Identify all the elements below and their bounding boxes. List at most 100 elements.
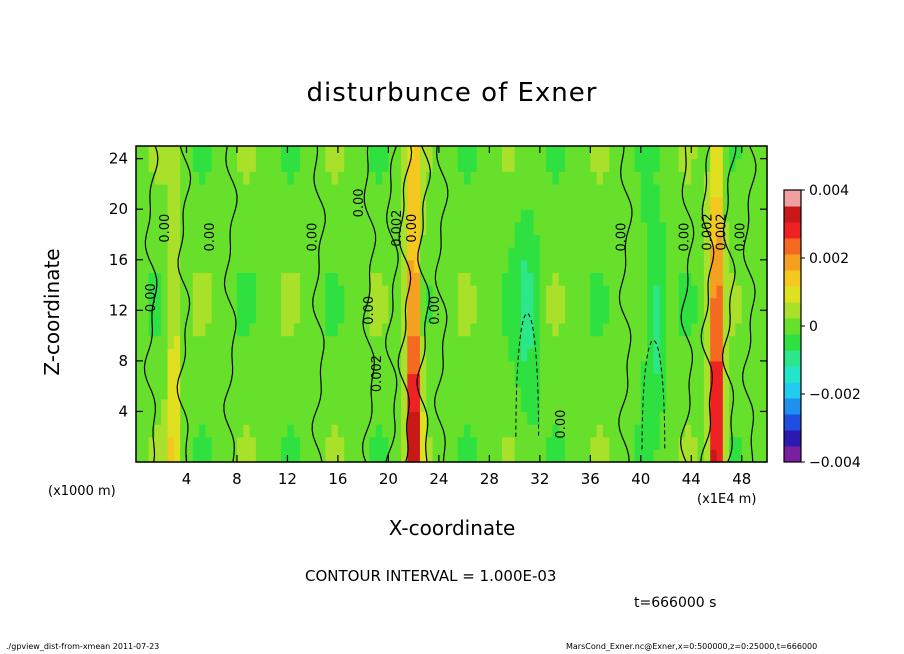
heatmap-cell <box>230 209 238 223</box>
heatmap-cell <box>236 310 244 324</box>
heatmap-cell <box>154 424 162 438</box>
heatmap-cell <box>653 360 661 375</box>
heatmap-cell <box>571 146 579 160</box>
heatmap-cell <box>666 373 673 387</box>
heatmap-cell <box>205 322 213 337</box>
heatmap-cell <box>230 424 238 438</box>
heatmap-cell <box>375 285 383 299</box>
heatmap-cell <box>401 310 408 324</box>
heatmap-cell <box>281 411 289 425</box>
heatmap-cell <box>407 158 415 172</box>
heatmap-cell <box>621 158 629 172</box>
heatmap-cell <box>394 348 402 362</box>
heatmap-cell <box>659 360 667 375</box>
heatmap-cell <box>684 297 692 311</box>
heatmap-cell <box>666 386 673 400</box>
heatmap-cell <box>760 171 768 185</box>
heatmap-cell <box>199 411 207 425</box>
heatmap-cell <box>344 449 352 463</box>
heatmap-cell <box>527 285 535 299</box>
heatmap-cell <box>703 373 711 387</box>
heatmap-cell <box>230 398 238 413</box>
heatmap-cell <box>136 247 143 261</box>
heatmap-cell <box>445 386 453 400</box>
heatmap-cell <box>501 221 509 236</box>
heatmap-cell <box>552 285 560 299</box>
heatmap-cell <box>659 373 667 387</box>
heatmap-cell <box>186 171 194 185</box>
heatmap-cell <box>558 221 566 236</box>
heatmap-cell <box>539 386 547 400</box>
heatmap-cell <box>205 335 213 349</box>
heatmap-cell <box>716 247 724 261</box>
heatmap-cell <box>621 171 629 185</box>
heatmap-cell <box>678 424 686 438</box>
heatmap-cell <box>590 146 598 160</box>
heatmap-cell <box>344 436 352 450</box>
heatmap-cell <box>476 436 484 450</box>
heatmap-cell <box>590 285 598 299</box>
heatmap-cell <box>628 398 636 413</box>
heatmap-cell <box>565 386 572 400</box>
heatmap-cell <box>243 209 251 223</box>
heatmap-cell <box>249 259 257 273</box>
heatmap-cell <box>703 285 711 299</box>
heatmap-cell <box>274 209 282 223</box>
heatmap-cell <box>710 297 718 311</box>
heatmap-cell <box>470 335 478 349</box>
heatmap-cell <box>363 196 371 210</box>
heatmap-cell <box>552 449 560 463</box>
heatmap-cell <box>161 259 169 273</box>
heatmap-cell <box>457 209 465 223</box>
heatmap-cell <box>539 272 547 286</box>
heatmap-cell <box>180 348 188 362</box>
heatmap-cell <box>489 335 497 349</box>
heatmap-cell <box>451 146 459 160</box>
heatmap-cell <box>161 360 169 375</box>
heatmap-cell <box>312 449 320 463</box>
heatmap-cell <box>293 234 301 248</box>
heatmap-cell <box>703 209 711 223</box>
heatmap-cell <box>211 310 219 324</box>
heatmap-cell <box>344 360 352 375</box>
heatmap-cell <box>136 373 143 387</box>
heatmap-cell <box>565 285 572 299</box>
heatmap-cell <box>180 285 188 299</box>
colorbar-swatch <box>784 446 801 463</box>
heatmap-cell <box>678 373 686 387</box>
heatmap-cell <box>571 373 579 387</box>
heatmap-cell <box>205 171 213 185</box>
heatmap-cell <box>230 411 238 425</box>
heatmap-cell <box>539 196 547 210</box>
heatmap-cell <box>154 272 162 286</box>
heatmap-cell <box>318 360 326 375</box>
heatmap-cell <box>590 436 598 450</box>
heatmap-cell <box>691 196 699 210</box>
heatmap-cell <box>413 348 421 362</box>
heatmap-cell <box>558 196 566 210</box>
heatmap-cell <box>634 196 642 210</box>
heatmap-cell <box>533 221 541 236</box>
heatmap-cell <box>577 209 585 223</box>
heatmap-cell <box>546 360 554 375</box>
heatmap-cell <box>236 247 244 261</box>
heatmap-cell <box>306 171 314 185</box>
heatmap-cell <box>375 234 383 248</box>
heatmap-cell <box>224 449 232 463</box>
x-tick-label: 4 <box>182 470 192 488</box>
heatmap-cell <box>678 259 686 273</box>
heatmap-cell <box>666 209 673 223</box>
heatmap-cell <box>501 209 509 223</box>
heatmap-cell <box>375 158 383 172</box>
heatmap-cell <box>249 449 257 463</box>
heatmap-cell <box>369 209 377 223</box>
heatmap-cell <box>457 322 465 337</box>
heatmap-cell <box>470 171 478 185</box>
heatmap-cell <box>211 196 219 210</box>
heatmap-cell <box>293 272 301 286</box>
heatmap-cell <box>571 247 579 261</box>
heatmap-cell <box>401 436 408 450</box>
heatmap-cell <box>363 449 371 463</box>
heatmap-cell <box>539 209 547 223</box>
heatmap-cell <box>602 234 610 248</box>
